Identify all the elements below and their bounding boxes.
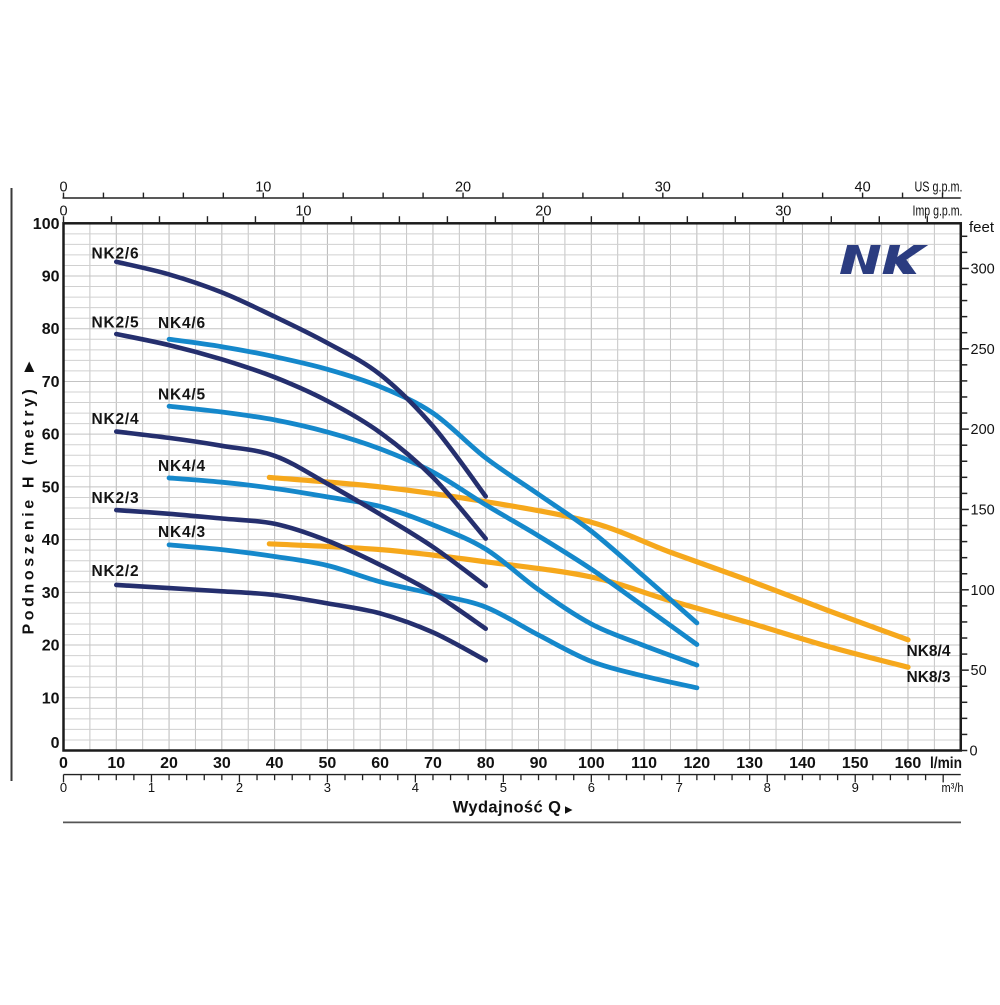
svg-text:150: 150 [842, 755, 869, 772]
svg-text:30: 30 [775, 203, 791, 219]
svg-text:50: 50 [971, 663, 987, 679]
svg-text:NK2/3: NK2/3 [92, 490, 140, 507]
svg-text:m³/h: m³/h [942, 780, 964, 795]
svg-text:NK2/2: NK2/2 [92, 563, 140, 580]
svg-text:10: 10 [255, 180, 271, 196]
svg-text:9: 9 [852, 780, 859, 795]
svg-text:feet: feet [969, 219, 995, 236]
svg-text:100: 100 [971, 583, 995, 599]
svg-text:200: 200 [971, 422, 995, 438]
svg-text:20: 20 [455, 180, 471, 196]
svg-text:50: 50 [319, 755, 337, 772]
svg-text:40: 40 [42, 532, 60, 549]
svg-text:Podnoszenie H (metry): Podnoszenie H (metry) [21, 386, 38, 635]
svg-text:NK4/4: NK4/4 [158, 458, 206, 475]
svg-text:2: 2 [236, 780, 243, 795]
svg-text:30: 30 [42, 585, 60, 602]
svg-text:US g.p.m.: US g.p.m. [915, 180, 963, 196]
svg-text:80: 80 [42, 321, 60, 338]
svg-text:70: 70 [42, 374, 60, 391]
svg-text:60: 60 [371, 755, 389, 772]
svg-text:100: 100 [578, 755, 605, 772]
svg-text:40: 40 [855, 180, 871, 196]
svg-text:60: 60 [42, 427, 60, 444]
svg-text:90: 90 [42, 269, 60, 286]
svg-text:8: 8 [764, 780, 771, 795]
svg-text:6: 6 [588, 780, 595, 795]
svg-text:90: 90 [530, 755, 548, 772]
svg-text:20: 20 [42, 638, 60, 655]
svg-text:4: 4 [412, 780, 419, 795]
svg-text:150: 150 [971, 502, 995, 518]
svg-text:300: 300 [971, 261, 995, 277]
svg-text:NK2/4: NK2/4 [92, 411, 140, 428]
svg-text:10: 10 [295, 203, 311, 219]
svg-text:10: 10 [107, 755, 125, 772]
svg-text:NK4/5: NK4/5 [158, 387, 206, 404]
svg-text:50: 50 [42, 479, 60, 496]
svg-text:NK4/3: NK4/3 [158, 524, 206, 541]
svg-text:NK8/4: NK8/4 [907, 643, 951, 660]
svg-text:100: 100 [33, 216, 60, 233]
svg-text:20: 20 [535, 203, 551, 219]
svg-text:20: 20 [160, 755, 178, 772]
svg-text:140: 140 [789, 755, 816, 772]
svg-text:110: 110 [631, 755, 657, 772]
svg-text:80: 80 [477, 755, 495, 772]
svg-text:5: 5 [500, 780, 507, 795]
svg-text:30: 30 [655, 180, 671, 196]
svg-text:0: 0 [59, 180, 67, 196]
svg-text:30: 30 [213, 755, 231, 772]
svg-text:40: 40 [266, 755, 284, 772]
svg-text:250: 250 [971, 342, 995, 358]
svg-text:0: 0 [51, 735, 60, 752]
svg-text:130: 130 [736, 755, 763, 772]
svg-text:NK8/3: NK8/3 [907, 669, 951, 686]
svg-text:NK2/5: NK2/5 [92, 314, 140, 331]
svg-text:160: 160 [895, 755, 922, 772]
svg-text:0: 0 [970, 744, 978, 760]
svg-text:l/min: l/min [930, 755, 962, 772]
svg-text:3: 3 [324, 780, 331, 795]
svg-text:70: 70 [424, 755, 442, 772]
svg-text:Wydajność Q: Wydajność Q [453, 799, 562, 817]
svg-text:0: 0 [60, 780, 67, 795]
svg-text:Imp g.p.m.: Imp g.p.m. [913, 203, 963, 219]
svg-text:1: 1 [148, 780, 155, 795]
svg-text:7: 7 [676, 780, 683, 795]
svg-text:10: 10 [42, 690, 60, 707]
svg-text:NK4/6: NK4/6 [158, 315, 206, 332]
svg-text:0: 0 [59, 203, 67, 219]
svg-text:120: 120 [684, 755, 711, 772]
svg-text:NK2/6: NK2/6 [92, 246, 140, 263]
svg-text:0: 0 [59, 755, 68, 772]
